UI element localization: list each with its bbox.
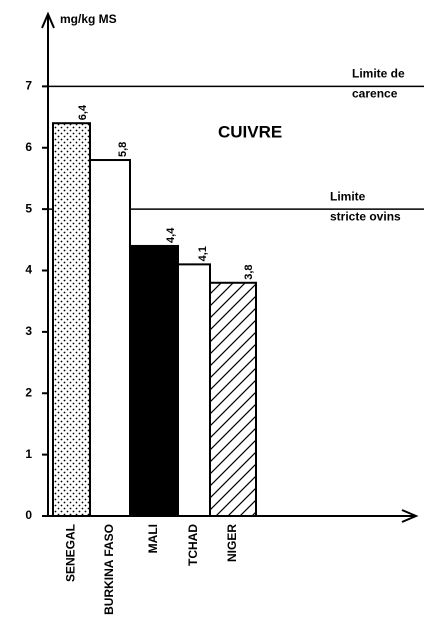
reference-label: carence: [352, 87, 398, 101]
annotation: CUIVRE: [218, 122, 282, 141]
x-tick-label: MALI: [146, 524, 160, 553]
y-tick-label: 7: [25, 79, 32, 93]
value-label: 3,8: [243, 264, 255, 279]
x-tick-label: SENEGAL: [64, 524, 78, 582]
reference-label: Limite: [330, 189, 366, 203]
y-tick-label: 4: [25, 263, 32, 277]
bar: [129, 244, 179, 517]
y-tick-label: 6: [25, 140, 32, 154]
y-tick-label: 0: [25, 508, 32, 522]
bar: [89, 159, 131, 517]
x-tick-label: NIGER: [225, 524, 239, 562]
y-tick-label: 3: [25, 324, 32, 338]
reference-label: Limite de: [352, 67, 405, 81]
value-label: 6,4: [77, 104, 89, 120]
y-tick-label: 1: [25, 447, 32, 461]
value-label: 5,8: [117, 142, 129, 157]
x-tick-label: BURKINA FASO: [102, 524, 116, 615]
y-tick-label: 5: [25, 201, 32, 215]
y-tick-label: 2: [25, 385, 32, 399]
y-axis-label: mg/kg MS: [60, 12, 117, 26]
bar: [177, 263, 211, 517]
value-label: 4,1: [197, 246, 209, 261]
value-label: 4,4: [165, 227, 177, 243]
y-axis: [41, 11, 55, 516]
x-tick-label: TCHAD: [186, 524, 200, 566]
reference-label: stricte ovins: [330, 209, 401, 223]
bar: [52, 122, 91, 517]
bar: [209, 281, 257, 517]
